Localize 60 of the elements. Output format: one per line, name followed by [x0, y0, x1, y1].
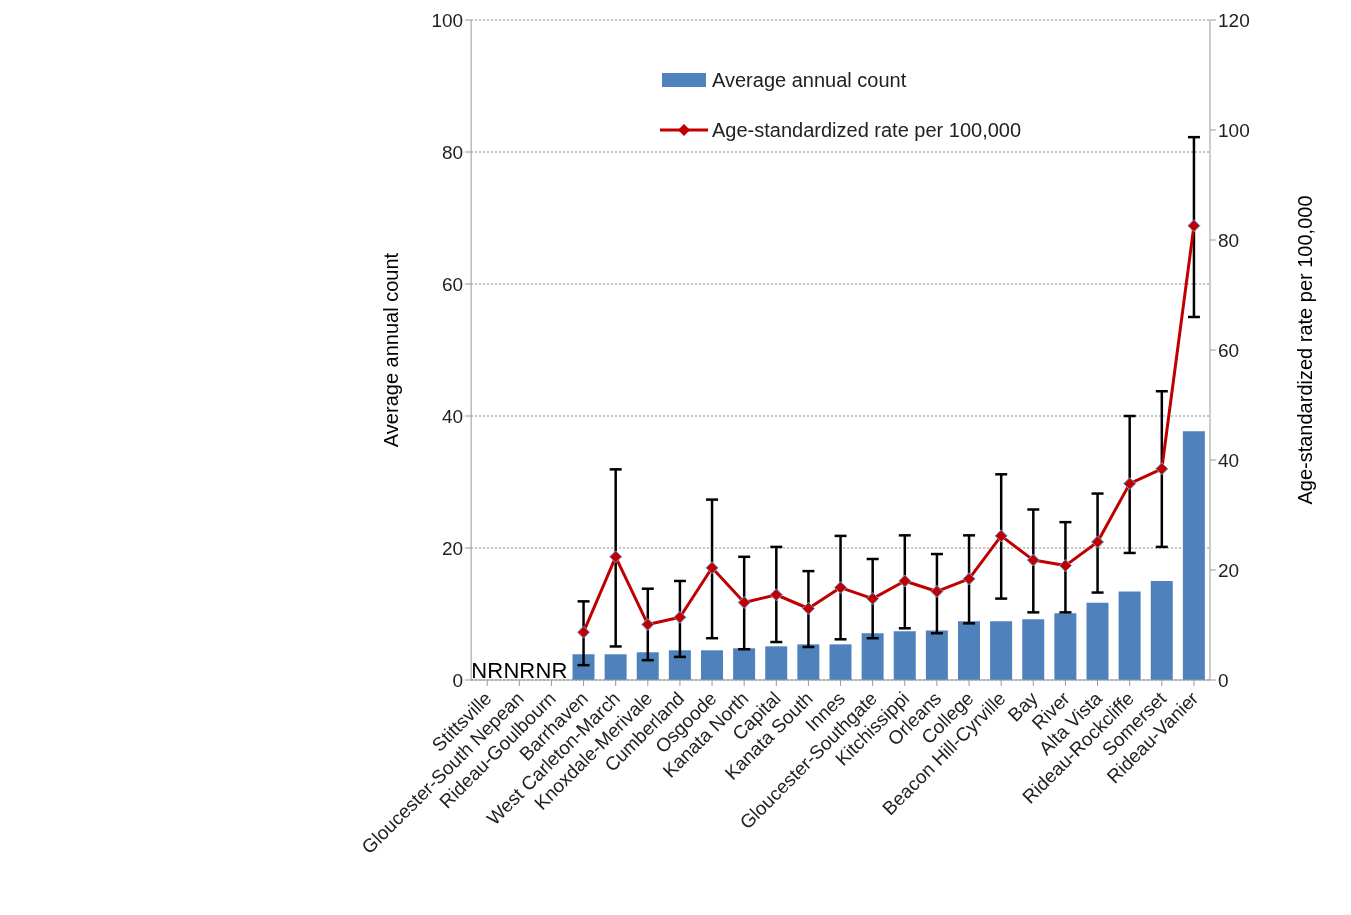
point	[801, 602, 815, 615]
bar	[1054, 613, 1077, 680]
bar	[765, 646, 788, 680]
y2-tick-label: 0	[1218, 669, 1229, 691]
bar	[1150, 581, 1173, 680]
point	[673, 610, 687, 624]
point	[994, 529, 1008, 543]
bar	[1086, 602, 1109, 680]
point	[769, 588, 783, 602]
bar	[668, 650, 691, 680]
point	[737, 595, 751, 609]
point	[1123, 477, 1137, 491]
point	[962, 572, 976, 586]
y-tick-label: 40	[441, 405, 464, 427]
bar	[925, 630, 948, 680]
y2-tick-label: 20	[1218, 559, 1240, 581]
y-tick-label: 100	[431, 9, 464, 31]
point	[866, 592, 880, 606]
point	[1187, 219, 1201, 233]
bar	[1182, 431, 1205, 680]
bar	[893, 631, 916, 680]
point	[930, 584, 944, 598]
point	[1058, 559, 1072, 573]
point	[1091, 535, 1105, 549]
legend-label: Age-standardized rate per 100,000	[712, 118, 1022, 142]
y-axis-title: Average annual count	[380, 252, 403, 448]
y-tick-label: 80	[441, 141, 464, 163]
point	[1026, 553, 1040, 567]
bar	[957, 621, 980, 680]
point	[834, 581, 848, 595]
point	[641, 617, 655, 631]
bar	[797, 644, 820, 680]
text: NR	[535, 658, 568, 683]
y2-tick-label: 100	[1218, 119, 1250, 141]
point	[1155, 462, 1169, 476]
bar	[700, 650, 723, 680]
point	[577, 625, 591, 639]
text: NR	[503, 658, 536, 683]
y-tick-label: 0	[452, 669, 464, 691]
bar	[636, 652, 659, 680]
y2-axis-title: Age-standardized rate per 100,000	[1294, 195, 1317, 505]
bar	[1022, 619, 1045, 680]
point	[705, 561, 719, 575]
y-tick-label: 20	[441, 537, 464, 559]
point	[609, 550, 623, 564]
bar	[990, 621, 1013, 680]
y2-tick-label: 120	[1218, 9, 1250, 31]
bar	[604, 654, 627, 680]
bar	[1118, 591, 1141, 680]
bar	[829, 644, 852, 680]
bar	[861, 633, 884, 680]
text: NR	[471, 658, 504, 683]
point	[898, 574, 912, 588]
legend-label: Average annual count	[712, 68, 907, 92]
bar	[733, 648, 756, 680]
y2-tick-label: 40	[1218, 449, 1240, 471]
y2-tick-label: 60	[1218, 339, 1240, 361]
y2-tick-label: 80	[1218, 229, 1240, 251]
bar	[572, 654, 595, 680]
y-tick-label: 60	[441, 273, 464, 295]
